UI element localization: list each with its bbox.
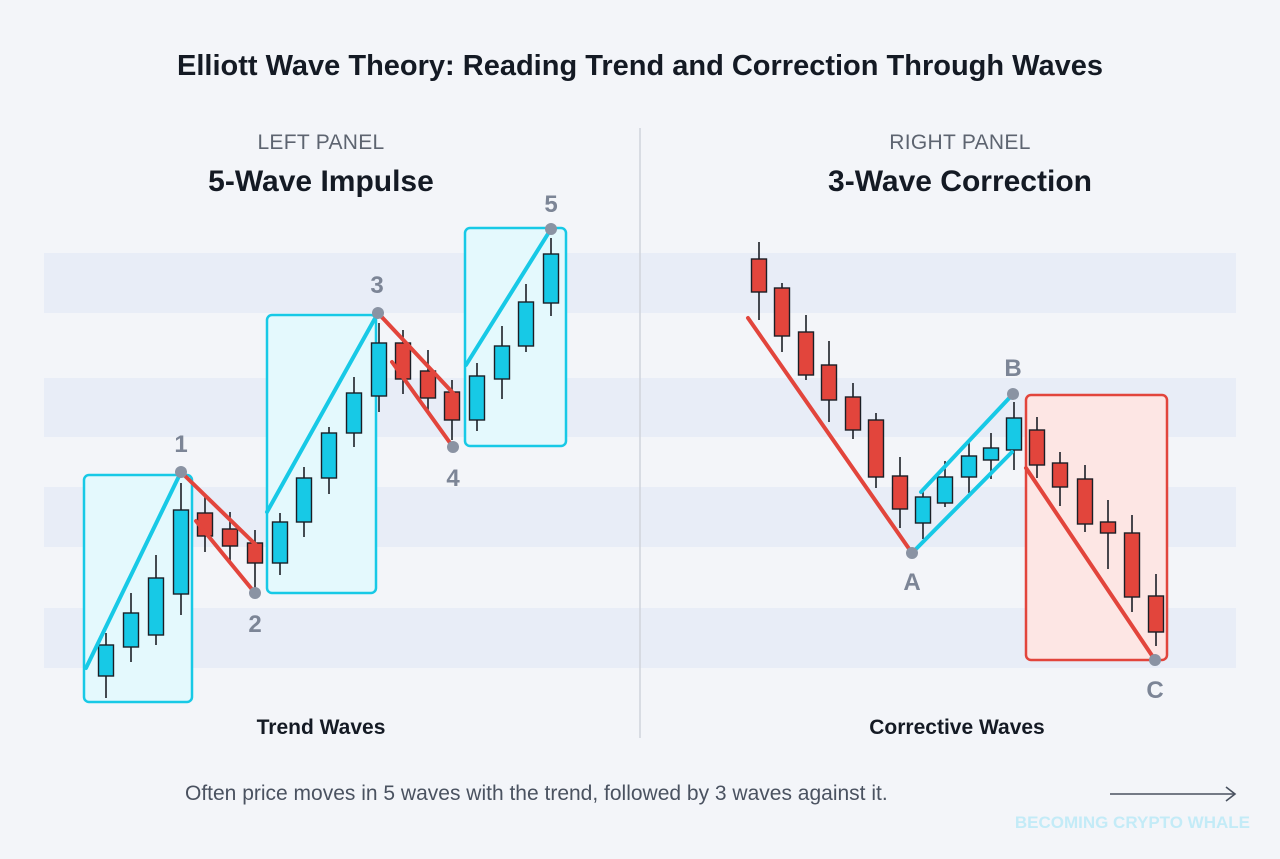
bullish-candle [936, 476, 954, 504]
bullish-candle [493, 345, 511, 380]
impulse-trendline [464, 227, 553, 367]
bullish-candle [982, 447, 1000, 461]
wave-label-B: B [1004, 355, 1021, 382]
right-panel-kicker: RIGHT PANEL [889, 131, 1031, 154]
bearish-candle [1147, 595, 1165, 633]
bearish-candle [820, 364, 838, 401]
bullish-candle [1005, 417, 1023, 451]
bearish-candle [419, 370, 437, 399]
bearish-candle [221, 528, 239, 547]
wave-pivot-point [1007, 388, 1019, 400]
corrective-trendline [390, 360, 455, 449]
wave-label-4: 4 [446, 465, 460, 492]
wave-label-A: A [903, 569, 920, 596]
bullish-candle [542, 253, 560, 304]
bullish-candle [960, 455, 978, 478]
wave-label-1: 1 [174, 431, 187, 458]
right-panel-title: 3-Wave Correction [828, 165, 1092, 198]
right-panel-footer: Corrective Waves [869, 716, 1045, 739]
left-panel-footer: Trend Waves [256, 716, 386, 739]
watermark: BECOMING CRYPTO WHALE [1014, 813, 1250, 832]
left-panel-title: 5-Wave Impulse [208, 165, 434, 198]
bearish-candle [1076, 478, 1094, 525]
impulse-trendline [84, 470, 183, 670]
left-panel-kicker: LEFT PANEL [257, 131, 385, 154]
bearish-candle [1123, 532, 1141, 598]
wave-box [463, 226, 568, 448]
wave-label-2: 2 [248, 611, 261, 638]
bullish-candle [370, 342, 388, 397]
wave-label-C: C [1146, 677, 1163, 704]
bullish-candle [345, 392, 363, 434]
bearish-candle [443, 391, 461, 421]
wave-pivot-point [545, 223, 557, 235]
impulse-trendline [265, 311, 380, 514]
corrective-trendline [746, 316, 914, 555]
wave-box [1024, 393, 1169, 662]
bearish-candle [773, 287, 791, 337]
bearish-candle [867, 419, 885, 478]
wave-pivot-point [906, 547, 918, 559]
impulse-trendline [919, 392, 1015, 494]
bullish-candle [517, 301, 535, 347]
bearish-candle [1028, 429, 1046, 466]
bearish-candle [750, 258, 768, 293]
wave-pivot-point [175, 466, 187, 478]
arrow-head-icon [1225, 786, 1237, 802]
bullish-candle [271, 521, 289, 564]
wave-pivot-point [1149, 654, 1161, 666]
bullish-candle [914, 496, 932, 524]
bullish-candle [97, 644, 115, 677]
wave-pivot-point [372, 307, 384, 319]
wave-pivot-point [249, 587, 261, 599]
caption: Often price moves in 5 waves with the tr… [185, 782, 888, 805]
bullish-candle [295, 477, 313, 523]
bearish-candle [394, 342, 412, 380]
corrective-trendline [194, 519, 257, 595]
impulse-trendline [913, 450, 1014, 552]
page-title: Elliott Wave Theory: Reading Trend and C… [177, 50, 1103, 82]
bearish-candle [844, 396, 862, 431]
wave-label-3: 3 [370, 272, 383, 299]
corrective-trendline [1024, 466, 1157, 662]
bullish-candle [122, 612, 140, 648]
corrective-trendline [179, 470, 258, 547]
bearish-candle [1051, 462, 1069, 488]
bullish-candle [468, 375, 486, 421]
wave-pivot-point [447, 441, 459, 453]
bullish-candle [320, 432, 338, 479]
corrective-trendline [376, 311, 455, 395]
wave-label-5: 5 [544, 191, 557, 218]
bearish-candle [797, 331, 815, 376]
bearish-candle [891, 475, 909, 510]
bullish-candle [147, 577, 165, 636]
bullish-candle [172, 509, 190, 595]
bearish-candle [1099, 521, 1117, 534]
